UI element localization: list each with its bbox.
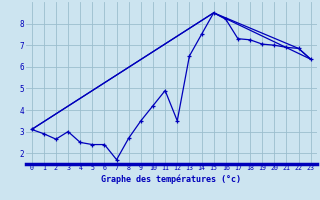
X-axis label: Graphe des températures (°c): Graphe des températures (°c) — [101, 174, 241, 184]
